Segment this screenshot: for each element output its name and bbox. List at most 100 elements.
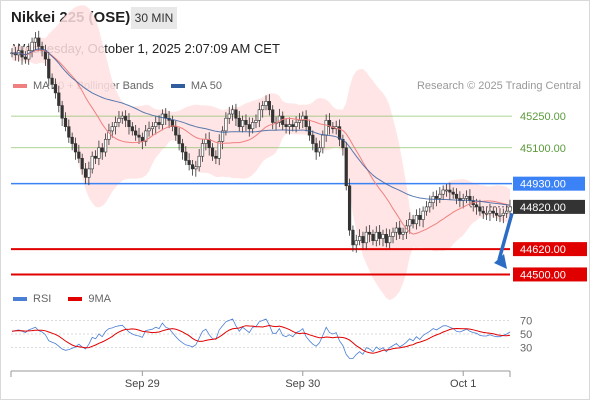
candle-body: [351, 229, 355, 246]
candle-body: [267, 101, 271, 111]
candle-body: [454, 193, 459, 199]
candle-body: [444, 189, 449, 192]
candle-body: [418, 215, 422, 220]
candle-body: [361, 236, 365, 244]
credit-text: Research © 2025 Trading Central: [416, 80, 581, 92]
level-label-box: [513, 176, 585, 191]
candle-body: [428, 202, 432, 208]
ma50-line: [11, 48, 511, 206]
candle-body: [381, 234, 385, 239]
level-label-resistance: 45250.00: [520, 111, 566, 123]
ma50-label: MA 50: [190, 80, 223, 92]
candle-body: [207, 139, 211, 149]
candle-body: [170, 120, 175, 127]
level-label-support: 44620.00: [520, 244, 566, 256]
candle-body: [154, 122, 158, 127]
candle-body: [77, 151, 81, 159]
candle-body: [184, 151, 188, 161]
candle-body: [398, 227, 402, 235]
ma9-swatch: [68, 297, 83, 302]
x-tick-label: Oct 1: [450, 378, 476, 390]
candle-body: [197, 155, 201, 168]
candle-body: [150, 126, 154, 130]
bollinger-band: [12, 5, 510, 301]
candle-body: [53, 84, 58, 94]
ma50-swatch: [170, 84, 185, 89]
candle-body: [23, 56, 27, 60]
candle-body: [321, 134, 325, 149]
candle-body: [217, 141, 221, 159]
candle-body: [485, 212, 489, 215]
rsi-tick-label: 70: [520, 315, 532, 327]
candle-body: [391, 231, 395, 237]
candle-body: [147, 128, 151, 132]
candle-body: [97, 147, 101, 159]
candle-body: [498, 215, 502, 217]
timeframe-button[interactable]: 30 MIN: [131, 7, 177, 29]
level-label-pivot: 44930.00: [520, 179, 566, 191]
candle-body: [103, 139, 108, 153]
candle-body: [317, 147, 322, 153]
candle-body: [130, 126, 134, 132]
candle-body: [291, 124, 295, 127]
candle-body: [491, 210, 495, 214]
candle-body: [438, 193, 442, 199]
candle-body: [47, 58, 51, 79]
candle-body: [434, 196, 439, 199]
candle-body: [60, 105, 64, 119]
candle-body: [394, 227, 398, 233]
candle-body: [83, 168, 88, 178]
candle-body: [117, 117, 121, 123]
candle-body: [304, 115, 308, 127]
candle-body: [364, 231, 368, 244]
candle-body: [374, 231, 378, 241]
candle-body: [474, 204, 479, 208]
candle-body: [257, 109, 261, 121]
candle-body: [157, 122, 161, 125]
candle-body: [264, 101, 268, 106]
candle-body: [93, 155, 98, 159]
candle-body: [505, 210, 509, 214]
candle-body: [80, 158, 84, 170]
candle-body: [220, 130, 225, 142]
candle-body: [408, 219, 412, 227]
candle-body: [294, 122, 298, 127]
candle-body: [337, 126, 342, 140]
candle-body: [110, 126, 114, 132]
candle-body: [120, 115, 124, 119]
level-label-last: 44820.00: [520, 202, 566, 214]
candle-body: [237, 117, 241, 127]
candle-body: [200, 143, 205, 157]
level-label-box: [513, 199, 585, 214]
candle-body: [424, 206, 429, 212]
candle-body: [311, 134, 315, 144]
candle-body: [204, 139, 208, 144]
candle-body: [241, 120, 245, 127]
candle-body: [357, 236, 362, 241]
candle-body: [411, 219, 415, 225]
candle-body: [210, 147, 215, 157]
level-label-support: 44500.00: [520, 269, 566, 281]
level-label-box: [513, 267, 587, 282]
candle-body: [448, 189, 452, 193]
candle-body: [297, 120, 302, 123]
candle-body: [421, 210, 425, 220]
rsi-label: RSI: [33, 293, 52, 305]
rsi-line: [11, 318, 511, 359]
candle-body: [501, 212, 505, 216]
candle-body: [261, 105, 265, 111]
candle-body: [287, 124, 292, 127]
candle-body: [180, 143, 185, 153]
candle-body: [384, 234, 388, 244]
candle-body: [30, 41, 34, 51]
candle-body: [67, 126, 71, 138]
candle-body: [468, 196, 472, 201]
candle-body: [114, 122, 118, 127]
ma20-swatch: [13, 84, 27, 89]
candle-body: [73, 143, 78, 153]
candle-body: [124, 115, 128, 121]
candle-body: [464, 196, 469, 199]
candle-body: [451, 191, 455, 195]
candle-body: [70, 136, 74, 144]
